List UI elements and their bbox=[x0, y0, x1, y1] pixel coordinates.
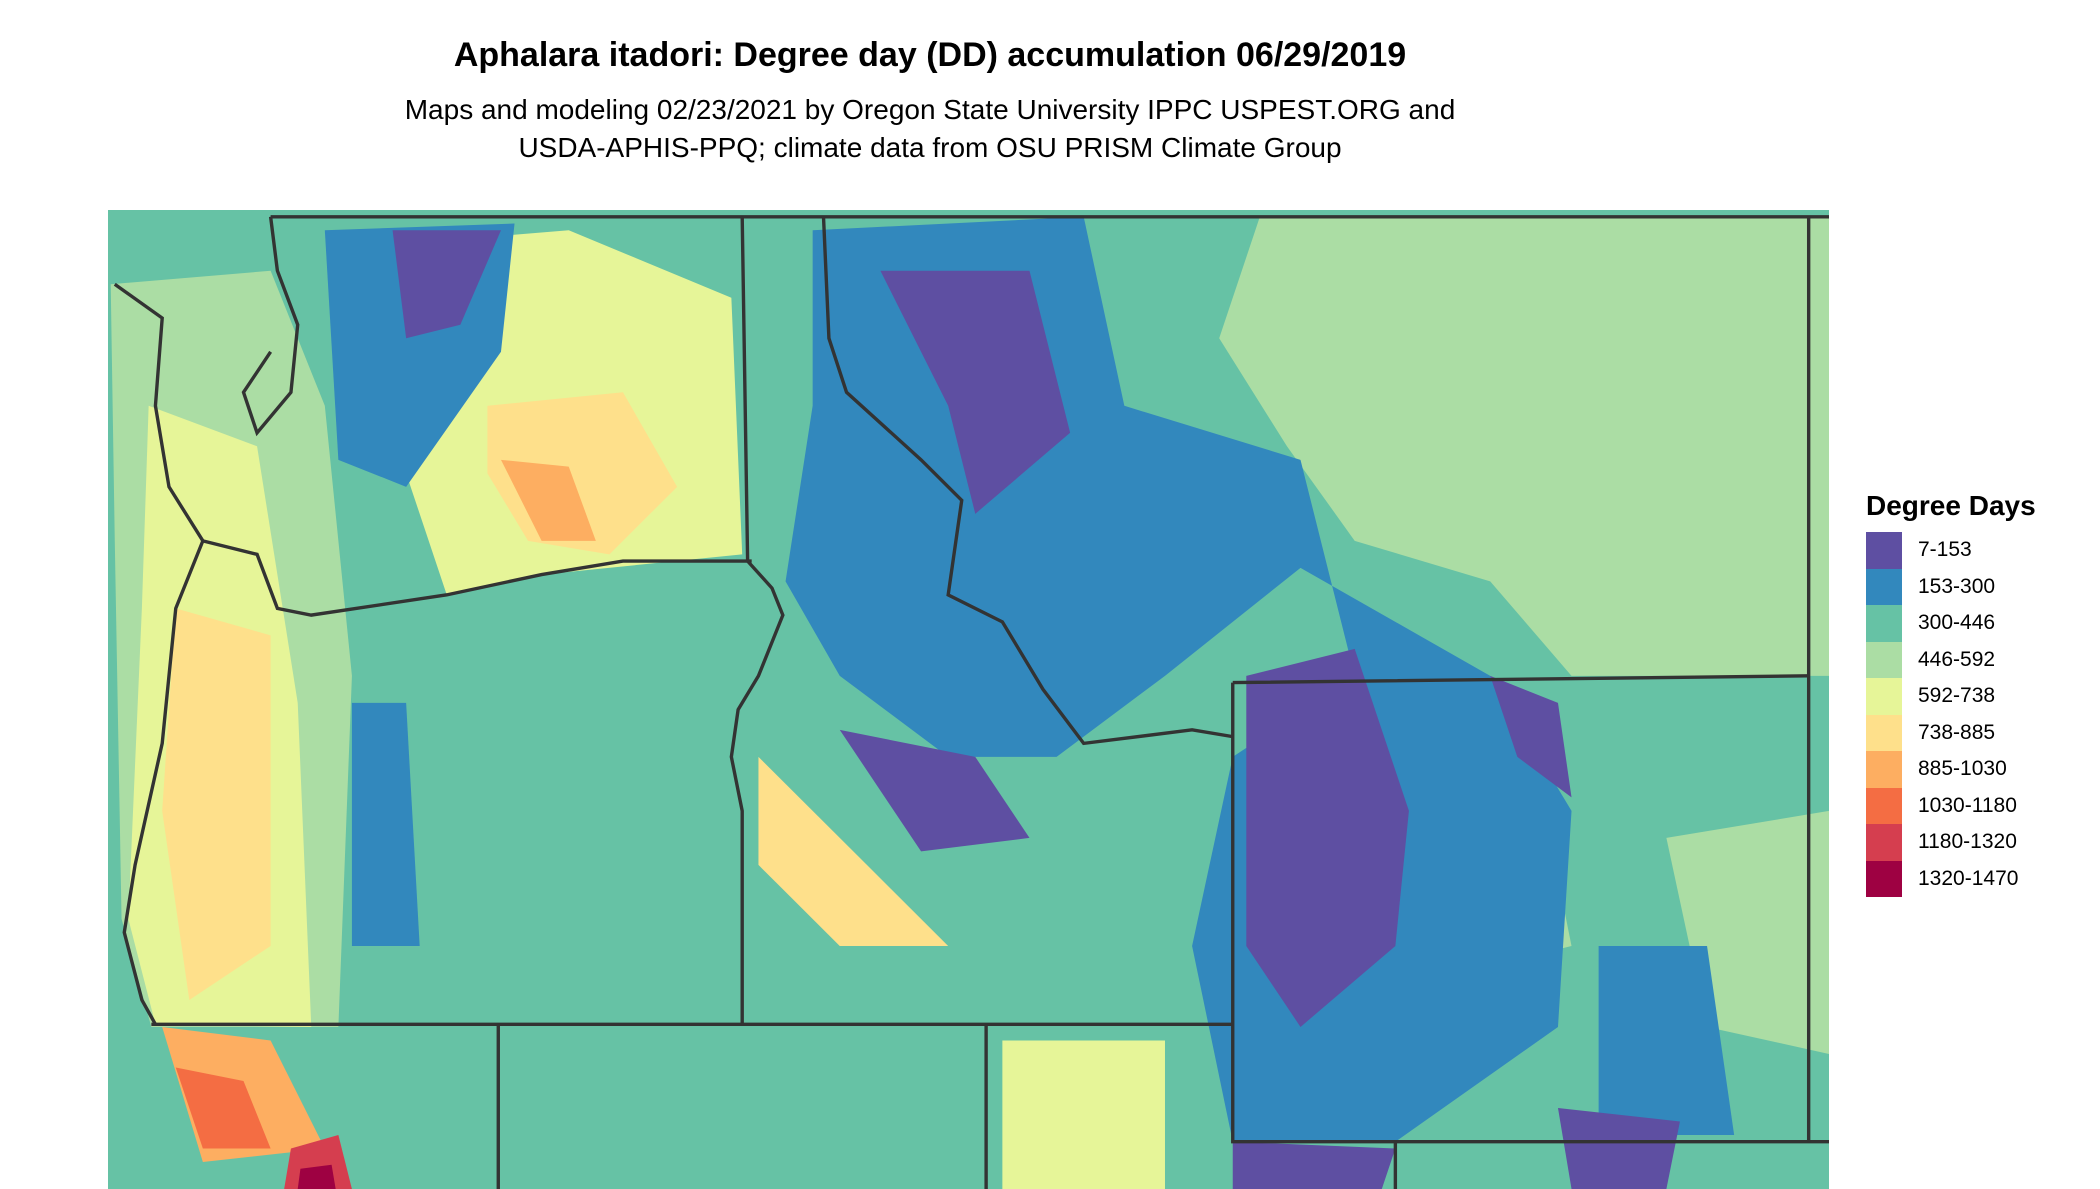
legend-label: 1180-1320 bbox=[1918, 830, 2017, 854]
zone-153-300 bbox=[351, 702, 420, 946]
map-title: Aphalara itadori: Degree day (DD) accumu… bbox=[453, 36, 1407, 74]
nevada-utah-borders bbox=[496, 1024, 1398, 1189]
raster-layer bbox=[108, 210, 1829, 1189]
legend-swatch bbox=[1866, 568, 1902, 605]
legend-swatch bbox=[1866, 678, 1902, 715]
zone-153-300 bbox=[1598, 945, 1735, 1135]
legend-label: 300-446 bbox=[1918, 611, 1996, 635]
idaho-montana-border bbox=[821, 216, 1234, 746]
degree-day-map bbox=[108, 210, 1829, 1189]
zone-7-153 bbox=[1490, 675, 1572, 798]
zone-738-885 bbox=[162, 608, 271, 1000]
legend-label: 7-153 bbox=[1918, 538, 1972, 562]
legend-swatch bbox=[1866, 751, 1902, 788]
legend-item: 446-592 bbox=[1866, 641, 2036, 678]
zone-7-153 bbox=[880, 270, 1071, 514]
map-subtitle-line-2: USDA-APHIS-PPQ; climate data from OSU PR… bbox=[518, 132, 1342, 163]
legend-label: 592-738 bbox=[1918, 684, 1996, 708]
legend-item: 885-1030 bbox=[1866, 751, 2036, 788]
legend-label: 153-300 bbox=[1918, 574, 1996, 598]
zone-7-153 bbox=[1232, 1141, 1396, 1189]
legend-label: 738-885 bbox=[1918, 720, 1996, 744]
map-subtitle-line-1: Maps and modeling 02/23/2021 by Oregon S… bbox=[404, 94, 1456, 125]
legend-swatch bbox=[1866, 787, 1902, 824]
zone-7-153 bbox=[839, 729, 1030, 852]
legend-item: 7-153 bbox=[1866, 532, 2036, 569]
legend-title: Degree Days bbox=[1866, 490, 2036, 521]
legend-item: 738-885 bbox=[1866, 714, 2036, 751]
legend-label: 446-592 bbox=[1918, 647, 1996, 671]
legend-swatch bbox=[1866, 714, 1902, 751]
idaho-west-border bbox=[729, 216, 785, 1025]
zone-7-153 bbox=[392, 230, 501, 339]
legend-label: 1030-1180 bbox=[1918, 793, 2017, 817]
zone-1320-1470 bbox=[297, 1164, 336, 1189]
legend-item: 153-300 bbox=[1866, 568, 2036, 605]
legend: Degree Days 7-153 153-300 300-446 446-592 59… bbox=[1866, 490, 2036, 897]
wyoming-border bbox=[1231, 674, 1829, 1144]
legend-label: 1320-1470 bbox=[1918, 866, 2019, 890]
legend-item: 1180-1320 bbox=[1866, 824, 2036, 861]
zone-7-153 bbox=[1246, 648, 1409, 1027]
coastline bbox=[113, 282, 205, 1026]
state-borders bbox=[113, 215, 1829, 1189]
zone-592-738 bbox=[1002, 1040, 1165, 1189]
legend-swatch bbox=[1866, 860, 1902, 897]
legend-item: 1030-1180 bbox=[1866, 787, 2036, 824]
zone-885-1030 bbox=[500, 459, 596, 541]
wa-or-border bbox=[202, 539, 752, 617]
legend-item: 300-446 bbox=[1866, 605, 2036, 642]
zone-7-153 bbox=[1557, 1107, 1680, 1189]
legend-swatch bbox=[1866, 824, 1902, 861]
legend-swatch bbox=[1866, 532, 1902, 569]
legend-swatch bbox=[1866, 641, 1902, 678]
zone-446-592 bbox=[1219, 216, 1829, 676]
legend-item: 1320-1470 bbox=[1866, 860, 2036, 897]
legend-label: 885-1030 bbox=[1918, 757, 2007, 781]
legend-swatch bbox=[1866, 605, 1902, 642]
puget-sound bbox=[241, 216, 300, 437]
legend-item: 592-738 bbox=[1866, 678, 2036, 715]
zone-1030-1180 bbox=[175, 1067, 271, 1149]
zone-738-885 bbox=[758, 756, 949, 946]
